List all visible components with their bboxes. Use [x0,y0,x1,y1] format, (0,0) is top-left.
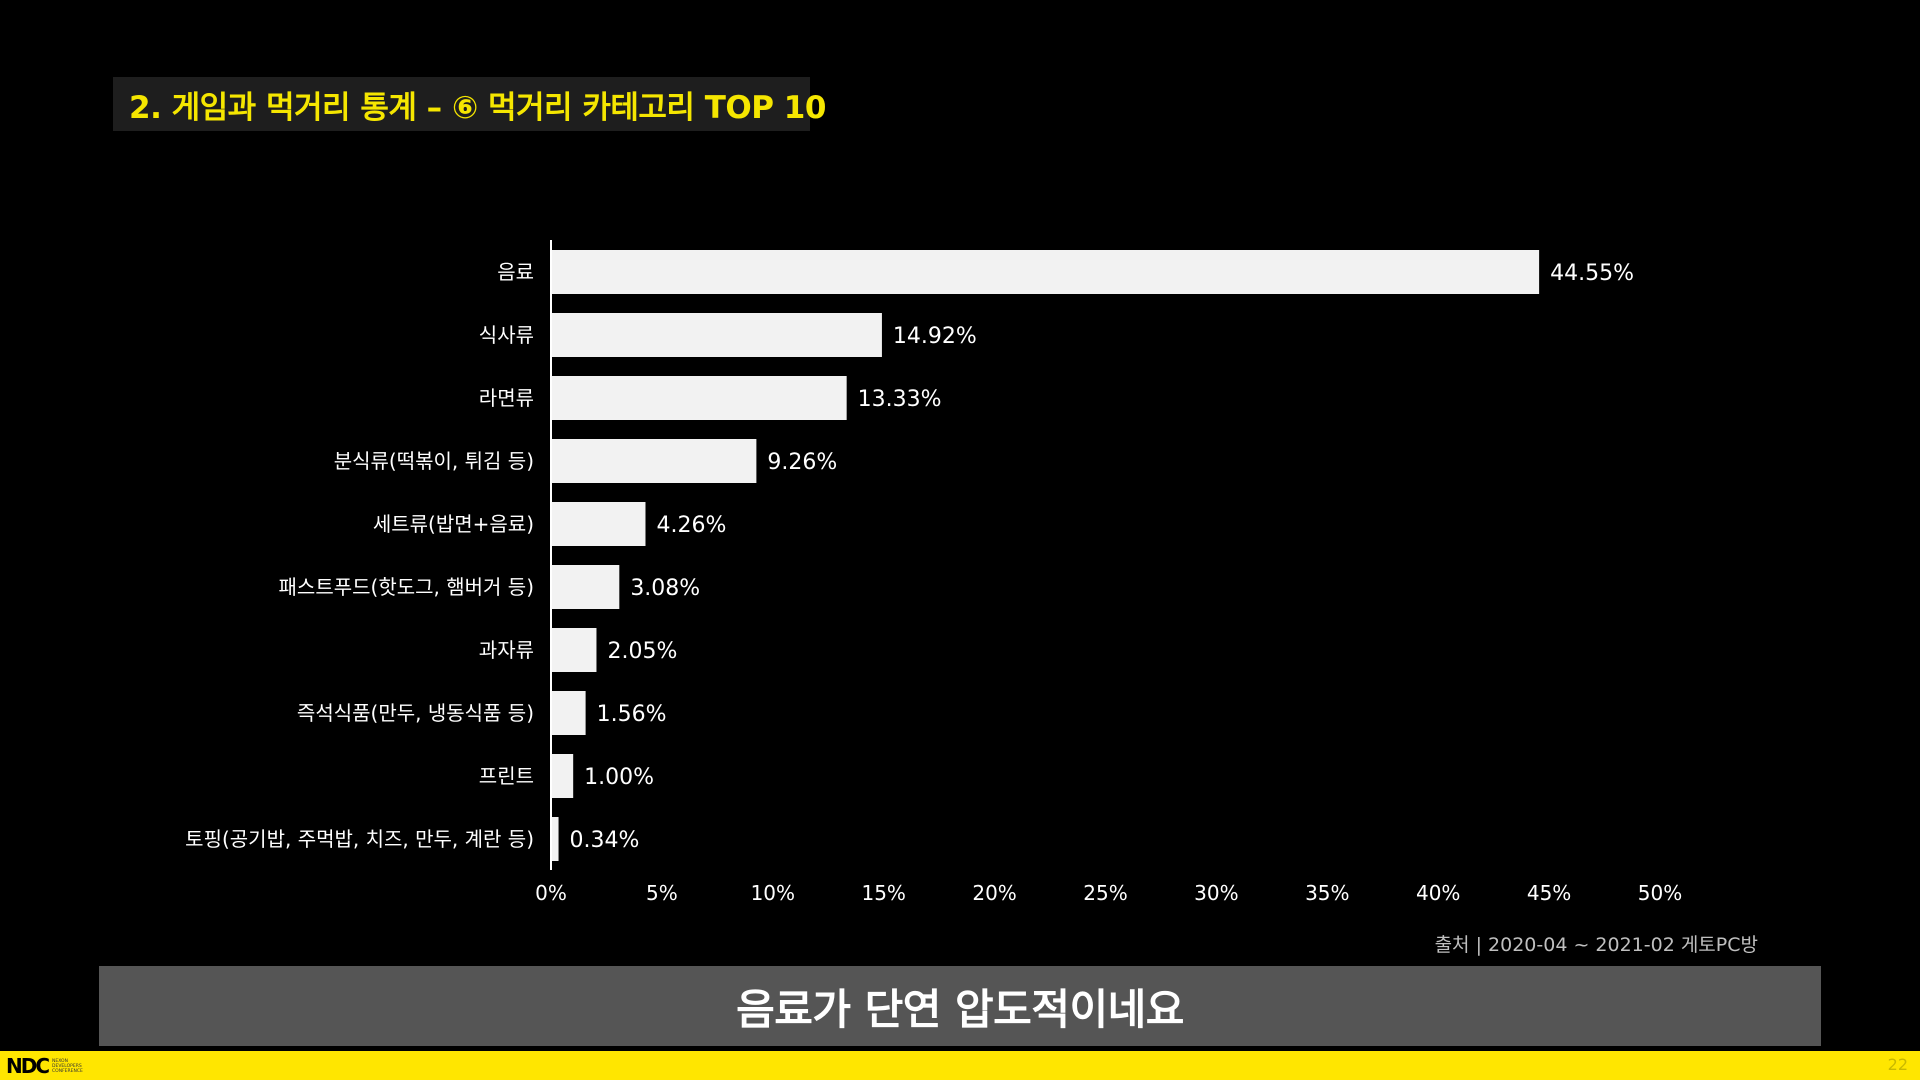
category-label: 세트류(밥면+음료) [373,512,534,536]
source-note: 출처 | 2020-04 ~ 2021-02 게토PC방 [1434,934,1758,956]
bar [552,439,757,483]
category-label: 즉석식품(만두, 냉동식품 등) [297,701,534,725]
bar [552,502,646,546]
data-label: 9.26% [767,450,837,475]
caption-text: 음료가 단연 압도적이네요 [736,984,1184,1034]
page-number: 22 [1887,1055,1908,1074]
x-tick-label: 45% [1527,881,1571,905]
category-label: 토핑(공기밥, 주먹밥, 치즈, 만두, 계란 등) [185,827,534,851]
data-label: 4.26% [656,513,726,538]
bar [552,691,586,735]
category-label: 라면류 [479,386,534,410]
bar [552,628,597,672]
x-tick-label: 0% [535,881,567,905]
data-label: 2.05% [607,639,677,664]
bar [552,250,1540,294]
x-tick-label: 5% [646,881,678,905]
category-label: 음료 [497,260,534,284]
x-tick-label: 30% [1194,881,1238,905]
x-tick-label: 25% [1083,881,1127,905]
category-label: 과자류 [479,638,534,662]
bar [552,313,882,357]
data-label: 1.56% [597,702,667,727]
bar [552,754,574,798]
category-label: 식사류 [479,323,534,347]
x-tick-label: 35% [1305,881,1349,905]
data-label: 1.00% [584,765,654,790]
bar-chart: 음료 44.55% 식사류 14.92% 라면류 13.33% 분식류(떡볶이, 튀김 등)… [185,240,1682,905]
x-tick-label: 10% [751,881,795,905]
x-tick-label: 40% [1416,881,1460,905]
data-label: 3.08% [630,576,700,601]
data-label: 44.55% [1550,261,1634,286]
ndc-logo: NDC NEXON DEVELOPERS CONFERENCE [6,1054,92,1078]
data-label: 14.92% [893,324,977,349]
caption-bar: 음료가 단연 압도적이네요 [99,966,1821,1046]
x-tick-label: 50% [1638,881,1682,905]
data-label: 13.33% [858,387,942,412]
logo-subtitle: NEXON DEVELOPERS CONFERENCE [52,1058,83,1074]
x-tick-label: 20% [972,881,1016,905]
category-label: 프린트 [479,764,534,788]
data-label: 0.34% [570,828,640,853]
category-label: 분식류(떡볶이, 튀김 등) [334,449,534,473]
bar [552,565,620,609]
bar [552,376,847,420]
slide-title: 2. 게임과 먹거리 통계 – ⑥ 먹거리 카테고리 TOP 10 [129,89,826,126]
category-label: 패스트푸드(핫도그, 햄버거 등) [279,575,534,599]
x-tick-label: 15% [861,881,905,905]
logo-mark: NDC [6,1054,50,1078]
slide-title-box: 2. 게임과 먹거리 통계 – ⑥ 먹거리 카테고리 TOP 10 [113,77,826,131]
bar [552,817,559,861]
footer-bar: NDC NEXON DEVELOPERS CONFERENCE 22 [0,1051,1920,1080]
